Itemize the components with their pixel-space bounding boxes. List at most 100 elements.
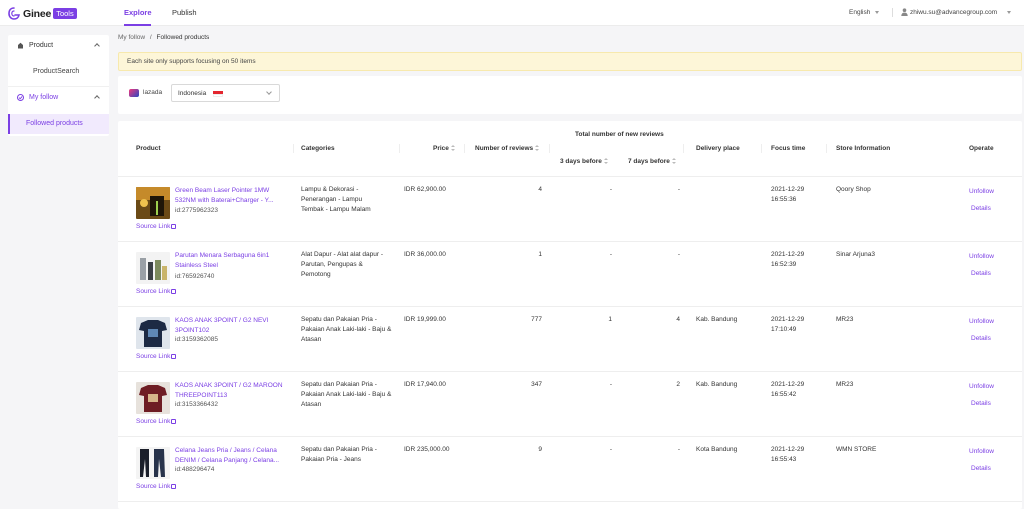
details-button[interactable]: Details (971, 335, 991, 342)
store-cell: Sinar Arjuna3 (836, 251, 876, 258)
focus-date-cell: 2021-12-29 (771, 186, 805, 193)
follow-icon (17, 94, 24, 101)
unfollow-button[interactable]: Unfollow (969, 448, 994, 455)
reviews-cell: 777 (531, 316, 542, 323)
indonesia-flag-icon (213, 91, 223, 97)
unfollow-button[interactable]: Unfollow (969, 318, 994, 325)
lazada-logo-icon (129, 89, 139, 97)
product-name-link[interactable]: Celana Jeans Pria / Jeans / Celana DENIM… (175, 447, 280, 464)
source-link-label: Source Link (136, 288, 171, 295)
price-cell: IDR 235,000.00 (404, 446, 450, 453)
product-name-link[interactable]: KAOS ANAK 3POINT / G2 MAROON THREEPOINT1… (175, 382, 283, 399)
column-divider (761, 144, 762, 153)
sidebar-item-followed-products[interactable]: Followed products (26, 120, 83, 127)
chevron-down-icon[interactable] (1007, 11, 1011, 14)
chevron-down-icon (266, 89, 272, 95)
product-id: id:488296474 (175, 466, 215, 473)
sort-icon[interactable] (671, 158, 676, 165)
table-row: Parutan Menara Serbaguna 6in1 Stainless … (118, 242, 1022, 307)
site-label: lazada (143, 89, 163, 96)
column-divider (464, 144, 465, 153)
country-select[interactable]: Indonesia (171, 84, 280, 102)
sidebar-active-indicator (8, 114, 10, 134)
source-link[interactable]: Source Link (136, 418, 177, 425)
category-cell: Lampu & Dekorasi - Penerangan - Lampu Te… (301, 186, 371, 213)
column-header-reviews[interactable]: Number of reviews (475, 145, 540, 153)
column-header-product: Product (136, 145, 161, 152)
reviews-cell: 347 (531, 381, 542, 388)
reviews-cell: 9 (538, 446, 542, 453)
sort-icon[interactable] (450, 145, 455, 152)
details-button[interactable]: Details (971, 270, 991, 277)
product-id: id:3159362085 (175, 336, 219, 343)
chevron-down-icon[interactable] (875, 11, 879, 14)
unfollow-button[interactable]: Unfollow (969, 383, 994, 390)
reviews-7d-cell: - (677, 186, 680, 193)
delivery-cell: Kota Bandung (696, 446, 738, 453)
product-name-link[interactable]: KAOS ANAK 3POINT / G2 NEVI 3POINT102 (175, 317, 269, 334)
sidebar-divider (8, 86, 109, 87)
focus-date-cell: 2021-12-29 (771, 251, 805, 258)
sort-icon[interactable] (603, 158, 608, 165)
chevron-up-icon (94, 95, 100, 101)
external-link-icon (171, 483, 177, 489)
column-header-price[interactable]: Price (433, 145, 455, 152)
product-name-link[interactable]: Green Beam Laser Pointer 1MW 532NM with … (175, 187, 274, 204)
sidebar-group-my-follow[interactable]: My follow (8, 88, 109, 108)
ginee-logo[interactable]: Ginee Tools (8, 6, 77, 21)
column-header-operate: Operate (969, 145, 994, 152)
source-link[interactable]: Source Link (136, 483, 177, 490)
sort-icon[interactable] (535, 145, 540, 152)
column-header-new-reviews: Total number of new reviews (575, 131, 664, 138)
column-divider (549, 144, 550, 153)
product-name-link[interactable]: Parutan Menara Serbaguna 6in1 Stainless … (175, 252, 270, 269)
details-button[interactable]: Details (971, 465, 991, 472)
brand-name: Ginee (23, 7, 52, 20)
source-link-label: Source Link (136, 223, 171, 230)
details-button[interactable]: Details (971, 205, 991, 212)
table-row: Green Beam Laser Pointer 1MW 532NM with … (118, 177, 1022, 242)
store-cell: Qoory Shop (836, 186, 871, 193)
external-link-icon (171, 418, 177, 424)
column-header-3-days[interactable]: 3 days before (560, 158, 608, 165)
external-link-icon (171, 223, 177, 229)
product-id: id:765926740 (175, 273, 215, 280)
breadcrumb-separator: / (149, 34, 152, 41)
followed-products-table: Product Categories Price Number of revie… (118, 121, 1022, 509)
source-link-label: Source Link (136, 418, 171, 425)
delivery-cell: Kab. Bandung (696, 316, 738, 323)
notice-text: Each site only supports focusing on 50 i… (127, 58, 256, 65)
category-cell: Sepatu dan Pakaian Pria - Pakaian Pria -… (301, 446, 377, 463)
reviews-7d-cell: 2 (676, 381, 680, 388)
focus-time-cell: 17:10:49 (771, 326, 797, 333)
category-cell: Alat Dapur - Alat alat dapur - Parutan, … (301, 251, 384, 278)
source-link[interactable]: Source Link (136, 288, 177, 295)
days7-header-label: 7 days before (628, 158, 670, 166)
reviews-header-label: Number of reviews (475, 145, 534, 153)
column-header-7-days[interactable]: 7 days before (628, 158, 676, 165)
source-link[interactable]: Source Link (136, 353, 177, 360)
product-icon (18, 42, 23, 49)
column-header-delivery: Delivery place (696, 145, 740, 152)
store-cell: MR23 (836, 381, 854, 388)
language-select[interactable]: English (849, 9, 871, 16)
category-cell: Sepatu dan Pakaian Pria - Pakaian Anak L… (301, 316, 392, 343)
details-button[interactable]: Details (971, 400, 991, 407)
sidebar-item-productsearch[interactable]: ProductSearch (33, 68, 80, 75)
column-divider (683, 144, 684, 153)
breadcrumb-parent[interactable]: My follow (118, 34, 146, 41)
tab-publish[interactable]: Publish (172, 8, 197, 17)
source-link-label: Source Link (136, 483, 171, 490)
top-bar: Ginee Tools Explore Publish English zhiw… (0, 0, 1024, 26)
header-divider (892, 8, 893, 17)
unfollow-button[interactable]: Unfollow (969, 188, 994, 195)
reviews-3d-cell: - (609, 446, 612, 453)
reviews-3d-cell: - (609, 186, 612, 193)
user-account-menu[interactable]: zhiwu.su@advancegroup.com (910, 9, 998, 16)
product-thumbnail (136, 252, 170, 284)
unfollow-button[interactable]: Unfollow (969, 253, 994, 260)
tab-explore[interactable]: Explore (124, 8, 152, 17)
source-link[interactable]: Source Link (136, 223, 177, 230)
sidebar-group-product[interactable]: Product (8, 36, 109, 56)
reviews-7d-cell: - (677, 251, 680, 258)
